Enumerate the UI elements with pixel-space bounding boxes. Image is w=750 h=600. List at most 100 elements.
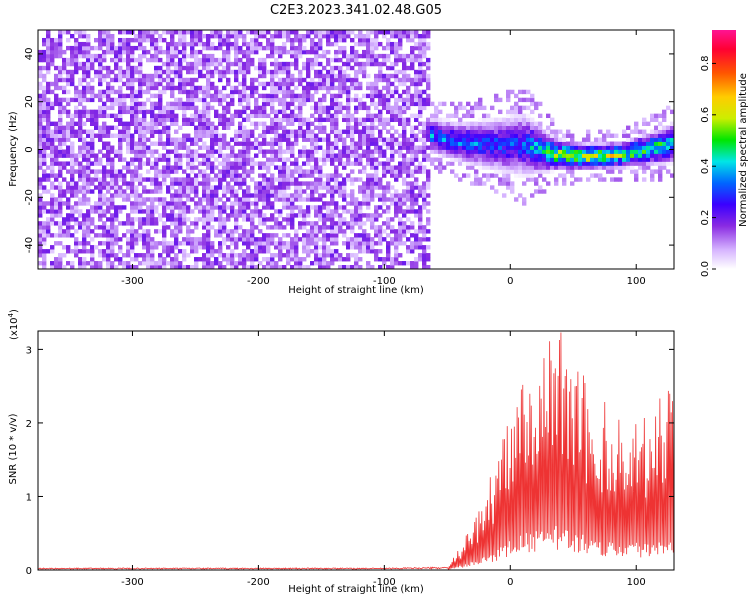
spectrogram-cell — [242, 209, 247, 214]
spectrogram-cell — [166, 85, 171, 91]
spectrogram-cell — [618, 169, 623, 174]
spectrogram-cell — [166, 77, 171, 83]
spectrogram-cell — [410, 45, 415, 51]
spectrogram-cell — [266, 169, 271, 174]
spectrogram-cell — [566, 149, 571, 154]
spectrogram-cell — [414, 73, 419, 79]
spectrogram-cell — [326, 201, 331, 206]
spectrogram-cell — [422, 253, 427, 258]
spectrogram-cell — [158, 129, 163, 134]
spectrogram-cell — [382, 257, 387, 262]
spectrogram-cell — [122, 129, 127, 134]
spectrogram-cell — [170, 149, 175, 154]
spectrogram-cell — [522, 157, 527, 162]
spectrogram-cell — [246, 149, 251, 154]
spectrogram-cell — [334, 41, 339, 47]
spectrogram-cell — [190, 185, 195, 190]
spectrogram-cell — [358, 265, 363, 270]
spectrogram-cell — [182, 30, 187, 35]
spectrogram-cell — [418, 217, 423, 222]
spectrogram-cell — [398, 113, 403, 119]
spectrogram-cell — [118, 129, 123, 134]
spectrogram-cell — [166, 161, 171, 166]
spectrogram-cell — [230, 253, 235, 258]
spectrogram-cell — [126, 93, 131, 99]
spectrogram-cell — [50, 209, 55, 214]
spectrogram-cell — [166, 245, 171, 250]
spectrogram-cell — [426, 145, 431, 150]
spectrogram-cell — [358, 157, 363, 162]
spectrogram-cell — [286, 89, 291, 95]
spectrogram-cell — [214, 197, 219, 202]
spectrogram-cell — [134, 45, 139, 51]
spectrogram-cell — [66, 109, 71, 115]
spectrogram-cell — [74, 245, 79, 250]
spectrogram-cell — [594, 149, 599, 154]
spectrogram-cell — [166, 61, 171, 67]
spectrogram-cell — [326, 113, 331, 119]
spectrogram-cell — [206, 85, 211, 91]
spectrogram-cell — [398, 30, 403, 35]
spectrogram-cell — [298, 193, 303, 198]
spectrogram-cell — [154, 81, 159, 87]
spectrogram-cell — [150, 265, 155, 270]
spectrogram-cell — [338, 93, 343, 99]
spectrogram-cell — [478, 133, 483, 138]
spectrogram-cell — [206, 185, 211, 190]
spectrogram-cell — [402, 77, 407, 83]
spectrogram-cell — [326, 237, 331, 242]
spectrogram-cell — [70, 189, 75, 194]
spectrogram-cell — [510, 141, 515, 146]
spectrogram-cell — [186, 133, 191, 138]
spectrogram-cell — [654, 153, 659, 158]
spectrogram-cell — [394, 137, 399, 142]
spectrogram-cell — [38, 193, 43, 198]
spectrogram-cell — [154, 189, 159, 194]
spectrogram-cell — [66, 73, 71, 79]
spectrogram-cell — [206, 33, 211, 39]
spectrogram-cell — [58, 173, 63, 178]
spectrogram-cell — [334, 133, 339, 138]
spectrogram-cell — [154, 241, 159, 246]
spectrogram-cell — [234, 165, 239, 170]
spectrogram-cell — [298, 105, 303, 111]
colorbar-ticks: 0.00.20.40.60.8 — [700, 55, 716, 277]
spectrogram-cell — [378, 213, 383, 218]
spectrogram-cell — [326, 77, 331, 83]
spectrogram-cell — [246, 97, 251, 103]
spectrogram-cell — [318, 237, 323, 242]
spectrogram-cell — [270, 265, 275, 270]
spectrogram-cell — [42, 225, 47, 230]
spectrogram-cell — [370, 225, 375, 230]
spectrogram-cell — [38, 181, 43, 186]
spectrogram-cell — [254, 185, 259, 190]
spectrogram-cell — [394, 241, 399, 246]
spectrogram-cell — [106, 261, 111, 266]
colorbar-tick-label: 0.8 — [700, 55, 711, 71]
spectrogram-cell — [422, 181, 427, 186]
spectrogram-cell — [262, 93, 267, 99]
spectrogram-cell — [454, 133, 459, 138]
spectrogram-cell — [74, 85, 79, 91]
spectrogram-cell — [242, 233, 247, 238]
spectrogram-cell — [46, 89, 51, 95]
spectrogram-cell — [314, 41, 319, 47]
spectrogram-cell — [210, 53, 215, 59]
spectrogram-cell — [334, 145, 339, 150]
spectrogram-cell — [150, 81, 155, 87]
spectrogram-cell — [174, 157, 179, 162]
spectrogram-cell — [158, 217, 163, 222]
spectrogram-cell — [530, 169, 535, 174]
spectrogram-cell — [278, 97, 283, 103]
spectrogram-cell — [146, 253, 151, 258]
spectrogram-cell — [426, 45, 431, 51]
spectrogram-cell — [170, 93, 175, 99]
spectrogram-cell — [286, 145, 291, 150]
spectrogram-cell — [330, 161, 335, 166]
spectrogram-cell — [334, 237, 339, 242]
spectrogram-cell — [454, 125, 459, 130]
spectrogram-cell — [194, 133, 199, 138]
spectrogram-cell — [54, 241, 59, 246]
spectrogram-cell — [38, 109, 43, 115]
spectrogram-cell — [650, 169, 655, 174]
